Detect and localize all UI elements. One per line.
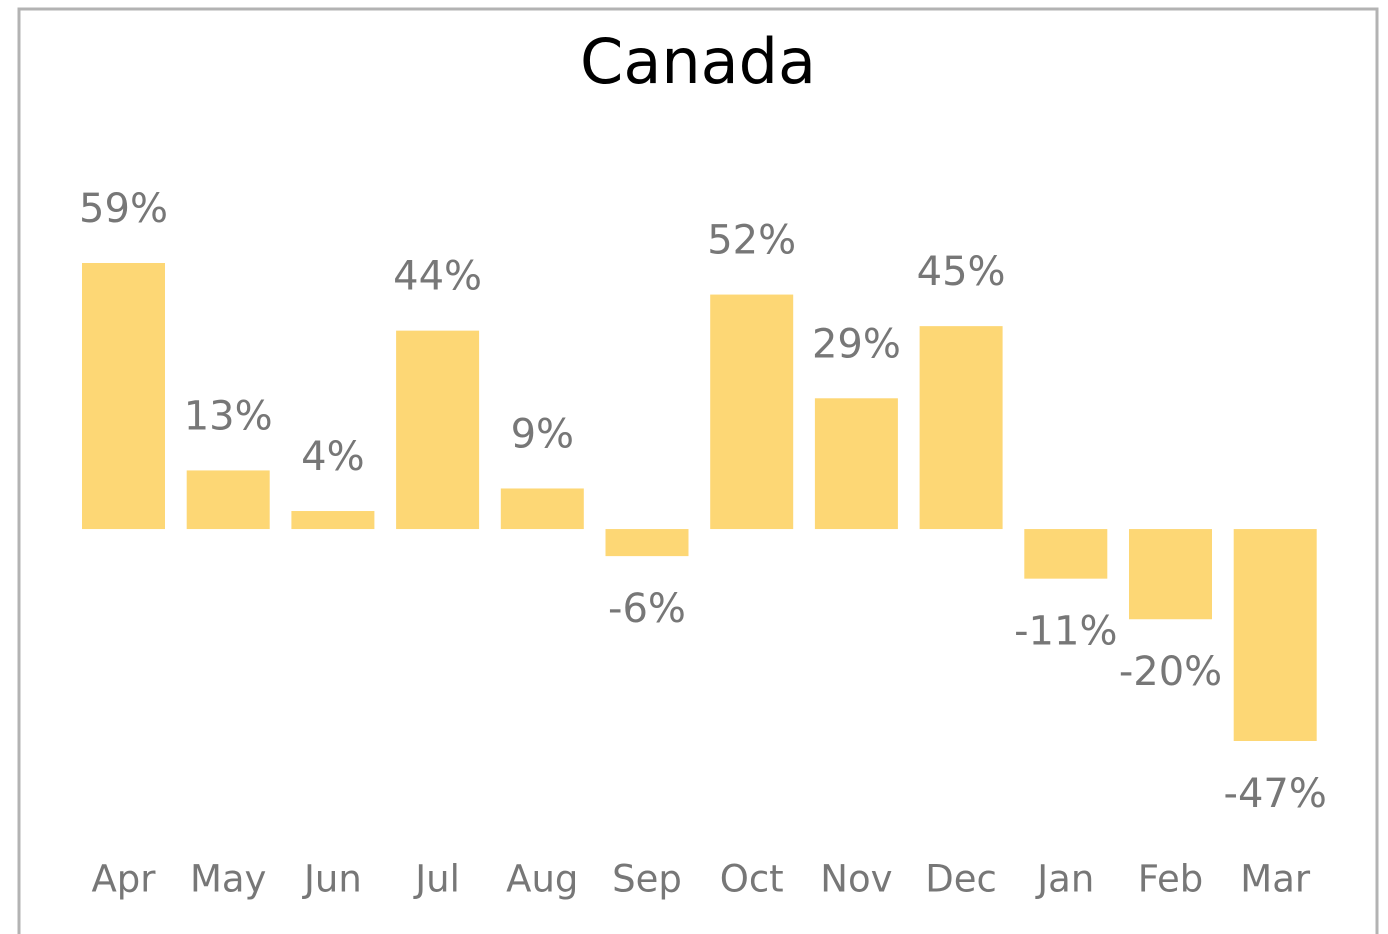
data-label: -47% (1224, 771, 1327, 817)
data-label: -6% (608, 586, 686, 632)
bar (1233, 529, 1317, 741)
bar (82, 263, 165, 530)
bar (1024, 529, 1108, 579)
x-tick-label: Mar (1240, 858, 1311, 901)
x-tick-label: May (190, 858, 267, 901)
x-tick-label: Oct (720, 858, 784, 901)
x-tick-label: Feb (1138, 858, 1204, 901)
data-label: 13% (184, 393, 273, 439)
chart-title: Canada (580, 25, 816, 98)
data-label: 9% (511, 411, 574, 457)
bar (186, 470, 270, 530)
data-label: 4% (301, 434, 364, 480)
x-tick-label: Nov (820, 858, 892, 901)
data-label: 29% (812, 321, 901, 367)
bar (919, 326, 1003, 530)
data-label: 45% (917, 249, 1006, 295)
bar (291, 511, 375, 530)
bar (1129, 529, 1212, 620)
x-tick-label: Aug (506, 858, 578, 901)
x-tick-label: Jan (1035, 858, 1094, 901)
bar (500, 488, 584, 530)
data-label: -11% (1014, 609, 1117, 655)
data-label: -20% (1119, 649, 1222, 695)
bar (710, 294, 794, 530)
x-tick-label: Dec (925, 858, 997, 901)
x-tick-label: Apr (91, 858, 156, 901)
x-tick-label: Jun (302, 858, 362, 901)
bar (605, 529, 689, 557)
x-tick-label: Sep (612, 858, 682, 901)
bar (396, 330, 480, 530)
data-label: 44% (393, 254, 482, 300)
data-label: 52% (707, 218, 796, 264)
data-label: 59% (79, 186, 168, 232)
x-tick-label: Jul (413, 858, 460, 901)
bar (814, 398, 898, 530)
